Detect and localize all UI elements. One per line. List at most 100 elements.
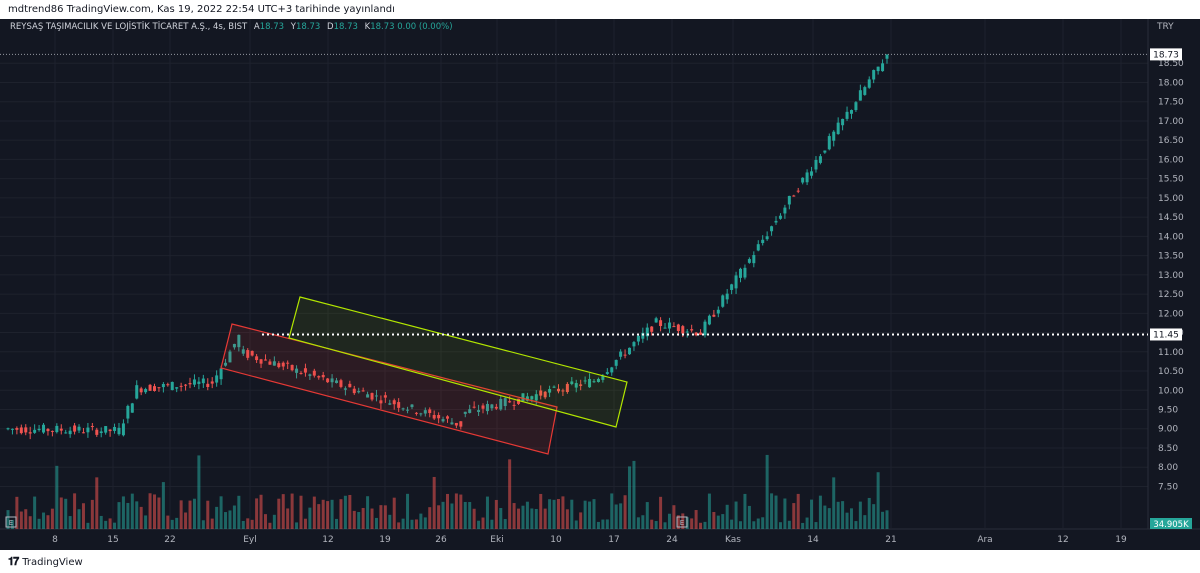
candle-body (632, 342, 636, 347)
tradingview-logo[interactable]: 𝟏𝟕 TradingView (8, 555, 83, 569)
volume-bar (59, 497, 63, 529)
volume-bar (499, 508, 503, 529)
candle-body (747, 259, 751, 263)
y-tick-label: 8.00 (1158, 463, 1178, 473)
volume-bar (113, 522, 117, 529)
candle-body (215, 375, 219, 383)
candle-body (414, 412, 418, 414)
volume-bar (676, 515, 680, 529)
y-tick-label: 13.00 (1158, 271, 1184, 281)
volume-bar (583, 500, 587, 529)
high-label: Y (290, 22, 296, 32)
volume-bar (632, 460, 636, 529)
volume-bar (135, 501, 139, 529)
candle-body (761, 239, 765, 244)
close-label: K (364, 22, 371, 32)
volume-bar (37, 518, 41, 529)
volume-bar (441, 501, 445, 529)
earnings-marker-aug-letter: E (9, 519, 13, 527)
volume-bar (161, 482, 165, 529)
volume-bar (179, 500, 183, 529)
volume-bar (565, 509, 569, 529)
candle-body (778, 215, 782, 219)
candle-body (108, 429, 112, 432)
candle-body (432, 415, 436, 419)
candle-body (485, 403, 489, 412)
candle-body (801, 177, 805, 183)
volume-bar (734, 501, 738, 529)
candle-body (823, 150, 827, 153)
candle-body (161, 384, 165, 388)
candle-body (743, 267, 747, 278)
volume-bar (796, 493, 800, 529)
y-tick-label: 18.00 (1158, 78, 1184, 88)
candle-body (352, 388, 356, 394)
volume-label: 34.905K (1153, 520, 1189, 530)
footer-bar: 𝟏𝟕 TradingView (0, 550, 1200, 573)
candle-body (490, 404, 494, 409)
candle-body (477, 410, 481, 412)
volume-bar (263, 514, 267, 529)
volume-bar (454, 493, 458, 529)
volume-bar (792, 503, 796, 529)
candle-body (33, 429, 37, 433)
candle-body (836, 122, 840, 135)
volume-bar (64, 498, 68, 529)
candle-body (6, 428, 10, 430)
candle-body (849, 110, 853, 114)
candle-body (876, 66, 880, 72)
candle-body (468, 409, 472, 413)
volume-bar (854, 521, 858, 529)
volume-bar (46, 515, 50, 529)
candle-body (534, 394, 538, 401)
volume-bar (232, 505, 236, 529)
volume-bar (845, 512, 849, 529)
candle-body (481, 405, 485, 409)
candle-body (685, 331, 689, 333)
y-tick-label: 15.00 (1158, 194, 1184, 204)
candle-body (672, 326, 676, 328)
volume-bar (512, 503, 516, 529)
volume-bar (6, 510, 10, 529)
volume-bar (326, 501, 330, 529)
price-chart[interactable]: 7.508.008.509.009.5010.0010.5011.0011.50… (0, 19, 1200, 550)
volume-bar (361, 507, 365, 529)
candle-body (858, 90, 862, 101)
candle-body (192, 379, 196, 385)
candle-body (117, 427, 121, 435)
candle-body (841, 118, 845, 126)
x-tick-label: 8 (52, 535, 58, 545)
volume-group (6, 454, 889, 529)
x-tick-label: 19 (1115, 535, 1127, 545)
chart-background (0, 19, 1200, 550)
volume-bar (721, 514, 725, 529)
candle-body (512, 404, 516, 406)
volume-bar (397, 522, 401, 529)
volume-bar (370, 508, 374, 529)
y-tick-label: 12.00 (1158, 309, 1184, 319)
y-tick-label: 10.00 (1158, 386, 1184, 396)
volume-bar (601, 519, 605, 529)
volume-bar (99, 515, 103, 529)
candle-body (650, 326, 654, 332)
volume-bar (286, 508, 290, 529)
candle-body (326, 378, 330, 383)
volume-bar (206, 500, 210, 529)
candle-body (330, 378, 334, 383)
volume-bar (654, 521, 658, 529)
volume-bar (246, 518, 250, 529)
candle-body (246, 350, 250, 358)
candle-body (401, 408, 405, 410)
volume-bar (818, 495, 822, 529)
volume-bar (166, 515, 170, 529)
volume-bar (121, 496, 125, 529)
candle-body (548, 389, 552, 393)
candle-body (814, 159, 818, 170)
candle-body (885, 54, 889, 59)
volume-bar (503, 519, 507, 529)
candle-body (379, 400, 383, 404)
candle-body (730, 284, 734, 290)
candle-body (303, 368, 307, 373)
volume-bar (290, 493, 294, 529)
candle-body (619, 351, 623, 357)
